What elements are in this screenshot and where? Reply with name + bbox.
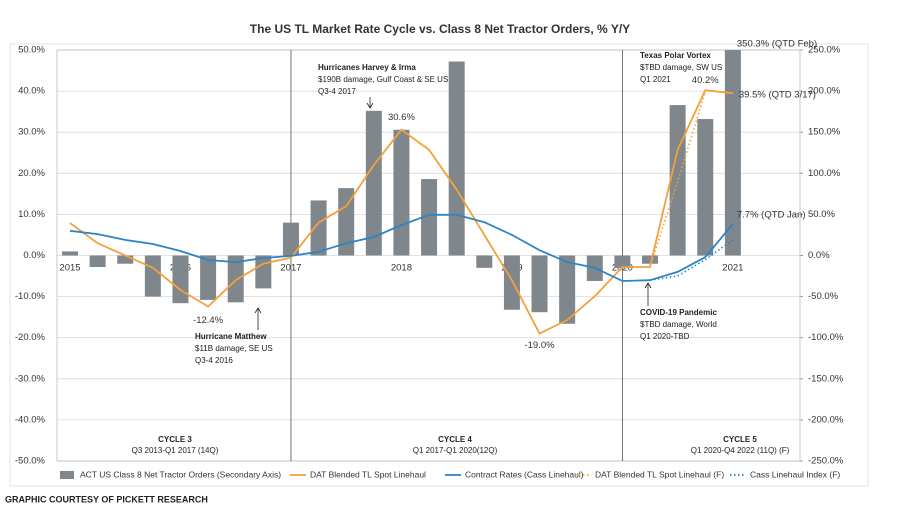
- arrow-head: [366, 102, 374, 109]
- y-tick-label: 0.0%: [23, 250, 45, 261]
- annotation-detail: Q3-4 2017: [318, 87, 356, 96]
- annotation-title: Texas Polar Vortex: [640, 51, 711, 60]
- bar: [393, 129, 410, 256]
- annotation-title: COVID-19 Pandemic: [640, 308, 717, 317]
- data-label: 39.5% (QTD 3/17): [739, 90, 816, 101]
- y-tick-label: -20.0%: [15, 332, 46, 343]
- annotation-title: Hurricane Matthew: [195, 332, 267, 341]
- cycle-name: CYCLE 4: [438, 435, 472, 444]
- arrow-head: [254, 307, 262, 314]
- data-label: 30.6%: [388, 112, 415, 123]
- legend-label: DAT Blended TL Spot Linehaul: [310, 469, 426, 479]
- legend-label: ACT US Class 8 Net Tractor Orders (Secon…: [80, 469, 281, 479]
- bar: [172, 255, 189, 304]
- cycle-range: Q3 2013-Q1 2017 (14Q): [132, 446, 219, 455]
- bar: [200, 255, 217, 300]
- annotation-title: Hurricanes Harvey & Irma: [318, 63, 416, 72]
- bar: [282, 222, 299, 256]
- bar: [338, 188, 355, 256]
- bar: [669, 105, 686, 256]
- data-label: 7.7% (QTD Jan): [737, 209, 806, 220]
- y2-tick-label: 150.0%: [808, 127, 841, 138]
- bar: [724, 50, 741, 256]
- annotation-detail: $190B damage, Gulf Coast & SE US: [318, 75, 448, 84]
- bar: [614, 255, 631, 268]
- bar: [559, 255, 576, 324]
- cycle-name: CYCLE 5: [723, 435, 757, 444]
- bar: [144, 255, 161, 297]
- y2-tick-label: -200.0%: [808, 414, 844, 425]
- y-tick-label: 10.0%: [18, 209, 45, 220]
- y-tick-label: 20.0%: [18, 168, 45, 179]
- x-tick-label: 2015: [59, 263, 80, 274]
- y-tick-label: 30.0%: [18, 127, 45, 138]
- legend-swatch: [60, 471, 74, 479]
- cycle-range: Q1 2017-Q1 2020(12Q): [413, 446, 498, 455]
- bar: [89, 255, 106, 268]
- bar: [227, 255, 244, 303]
- annotation-detail: $11B damage, SE US: [195, 344, 273, 353]
- bar: [117, 255, 134, 264]
- line: [69, 89, 733, 335]
- source: GRAPHIC COURTESY OF PICKETT RESEARCH: [5, 494, 208, 504]
- legend-label: Contract Rates (Cass Linehaul): [465, 469, 584, 479]
- bars: [62, 50, 741, 324]
- lines: 350.3% (QTD Feb) -12.4% 30.6% -19.0% 40.2% 39…: [69, 39, 817, 351]
- bar: [421, 179, 438, 256]
- y2-tick-label: 50.0%: [808, 209, 835, 220]
- data-label: -19.0%: [524, 340, 555, 351]
- arrow-head: [644, 282, 652, 289]
- annotation-detail: $TBD damage, SW US: [640, 63, 722, 72]
- line: [69, 213, 734, 282]
- plot-frame: [56, 49, 801, 462]
- cycle-range: Q1 2020-Q4 2022 (11Q) (F): [691, 446, 790, 455]
- bar: [365, 110, 382, 256]
- bar: [62, 251, 78, 256]
- x-tick-label: 2018: [391, 263, 412, 274]
- y2-tick-label: 250.0%: [808, 45, 841, 56]
- data-label: 40.2%: [692, 75, 719, 86]
- y-tick-label: -10.0%: [15, 291, 46, 302]
- y2-tick-label: 100.0%: [808, 168, 841, 179]
- outer-frame: [9, 43, 869, 487]
- annotation-detail: Q1 2021: [640, 75, 671, 84]
- legend-label: DAT Blended TL Spot Linehaul (F): [595, 469, 724, 479]
- data-label: -12.4%: [193, 315, 224, 326]
- annotation-detail: $TBD damage, World: [640, 320, 717, 329]
- y2-tick-label: 200.0%: [808, 86, 841, 97]
- bar: [448, 61, 465, 256]
- annotation-detail: Q3-4 2016: [195, 356, 233, 365]
- bar: [310, 200, 327, 256]
- y-tick-label: -40.0%: [15, 414, 46, 425]
- legend: ACT US Class 8 Net Tractor Orders (Secon…: [60, 469, 840, 479]
- y2-tick-label: -50.0%: [808, 291, 839, 302]
- bar: [642, 255, 659, 264]
- cycle-name: CYCLE 3: [158, 435, 192, 444]
- bar: [531, 255, 548, 313]
- y-tick-label: 40.0%: [18, 86, 45, 97]
- bar: [255, 255, 272, 289]
- line: [649, 239, 734, 281]
- x-tick-label: 2017: [280, 263, 301, 274]
- y2-tick-label: -150.0%: [808, 373, 844, 384]
- data-label: 350.3% (QTD Feb): [737, 39, 817, 50]
- x-tick-label: 2021: [722, 263, 743, 274]
- legend-label: Cass Linehaul Index (F): [750, 469, 840, 479]
- y2-tick-label: -250.0%: [808, 456, 844, 467]
- y-tick-label: 50.0%: [18, 45, 45, 56]
- y2-tick-label: 0.0%: [808, 250, 830, 261]
- annotations: Hurricanes Harvey & Irma $190B damage, Gu…: [132, 51, 790, 455]
- y-tick-label: -50.0%: [15, 456, 46, 467]
- bar: [503, 255, 520, 310]
- line: [649, 91, 707, 268]
- bar: [697, 119, 714, 256]
- y2-tick-label: -100.0%: [808, 332, 844, 343]
- annotation-detail: Q1 2020-TBD: [640, 332, 690, 341]
- y-tick-label: -30.0%: [15, 373, 46, 384]
- bar: [476, 255, 493, 268]
- chart-title: The US TL Market Rate Cycle vs. Class 8 …: [250, 22, 630, 36]
